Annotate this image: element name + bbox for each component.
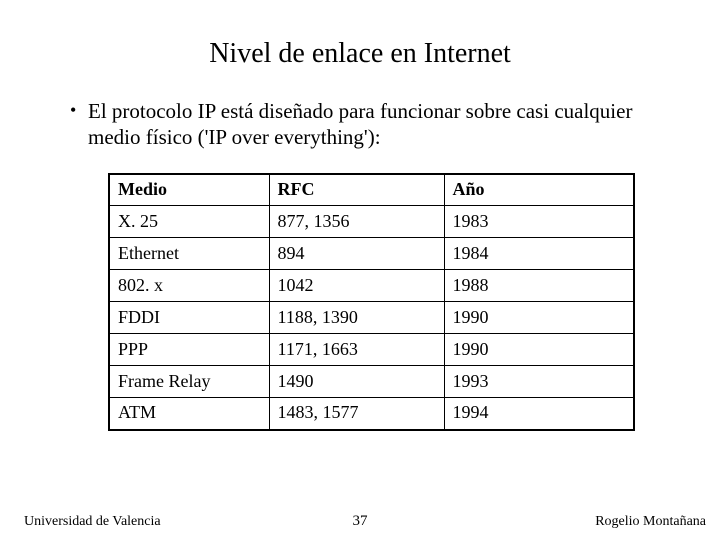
cell-ano: 1994 xyxy=(444,398,634,430)
col-header-medio: Medio xyxy=(109,174,269,206)
col-header-rfc: RFC xyxy=(269,174,444,206)
footer-left: Universidad de Valencia xyxy=(24,514,161,530)
bullet-item: • El protocolo IP está diseñado para fun… xyxy=(70,98,660,151)
table-row: PPP 1171, 1663 1990 xyxy=(109,334,634,366)
bullet-text: El protocolo IP está diseñado para funci… xyxy=(88,98,660,151)
cell-rfc: 1171, 1663 xyxy=(269,334,444,366)
table-row: ATM 1483, 1577 1994 xyxy=(109,398,634,430)
table-row: 802. x 1042 1988 xyxy=(109,270,634,302)
cell-rfc: 1483, 1577 xyxy=(269,398,444,430)
cell-medio: Ethernet xyxy=(109,238,269,270)
cell-ano: 1993 xyxy=(444,366,634,398)
cell-ano: 1990 xyxy=(444,334,634,366)
cell-ano: 1983 xyxy=(444,206,634,238)
cell-medio: PPP xyxy=(109,334,269,366)
table-row: X. 25 877, 1356 1983 xyxy=(109,206,634,238)
table-row: Ethernet 894 1984 xyxy=(109,238,634,270)
table-row: Frame Relay 1490 1993 xyxy=(109,366,634,398)
cell-ano: 1990 xyxy=(444,302,634,334)
slide-title: Nivel de enlace en Internet xyxy=(40,38,680,70)
cell-rfc: 877, 1356 xyxy=(269,206,444,238)
col-header-ano: Año xyxy=(444,174,634,206)
table-container: Medio RFC Año X. 25 877, 1356 1983 Ether… xyxy=(40,173,680,431)
cell-medio: FDDI xyxy=(109,302,269,334)
cell-ano: 1984 xyxy=(444,238,634,270)
cell-medio: 802. x xyxy=(109,270,269,302)
cell-rfc: 894 xyxy=(269,238,444,270)
media-table: Medio RFC Año X. 25 877, 1356 1983 Ether… xyxy=(108,173,635,431)
bullet-dot-icon: • xyxy=(70,98,88,123)
cell-rfc: 1490 xyxy=(269,366,444,398)
bullet-list: • El protocolo IP está diseñado para fun… xyxy=(40,98,680,151)
cell-medio: ATM xyxy=(109,398,269,430)
slide: Nivel de enlace en Internet • El protoco… xyxy=(0,0,720,540)
cell-medio: Frame Relay xyxy=(109,366,269,398)
table-header-row: Medio RFC Año xyxy=(109,174,634,206)
cell-ano: 1988 xyxy=(444,270,634,302)
cell-rfc: 1042 xyxy=(269,270,444,302)
cell-rfc: 1188, 1390 xyxy=(269,302,444,334)
footer: Universidad de Valencia 37 Rogelio Monta… xyxy=(0,514,720,530)
table-row: FDDI 1188, 1390 1990 xyxy=(109,302,634,334)
cell-medio: X. 25 xyxy=(109,206,269,238)
footer-right: Rogelio Montañana xyxy=(595,514,706,530)
